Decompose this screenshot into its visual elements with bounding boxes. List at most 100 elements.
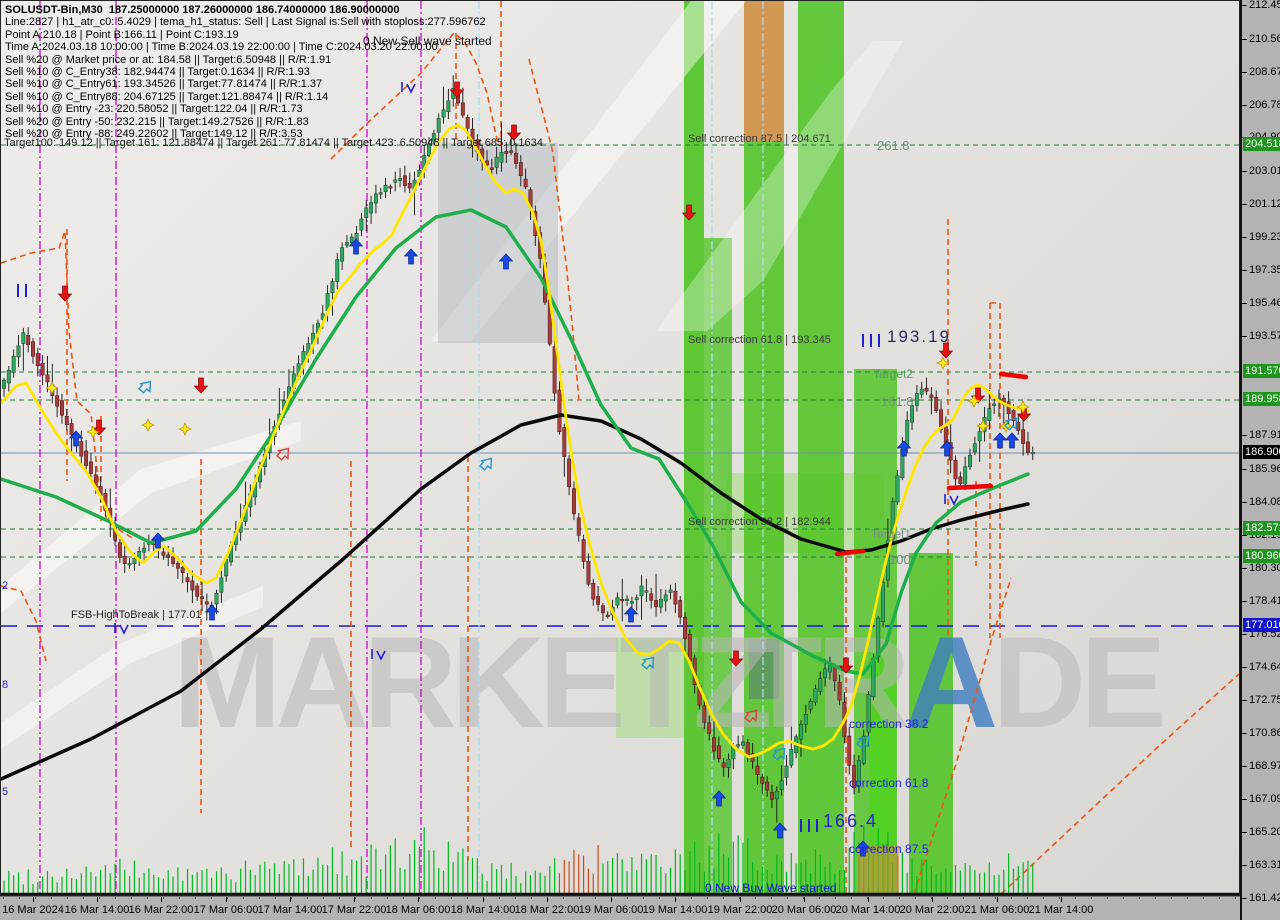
candle-body [861, 735, 866, 764]
candle-body [707, 722, 712, 734]
candle-body [644, 590, 649, 593]
mid-ma-line [1, 208, 1030, 676]
candle-body [803, 714, 808, 725]
candle-body [823, 668, 828, 679]
chart-label: correction 38.2 [849, 717, 929, 731]
candle-body [856, 759, 861, 786]
candle-body [446, 100, 451, 113]
chart-label: Sell correction 38.2 | 182.944 [688, 516, 831, 528]
sell-arrow-icon [728, 650, 744, 667]
buy-arrow-icon [348, 238, 364, 255]
price-tick-label: 161.428 [1249, 892, 1280, 904]
candle-body [808, 700, 813, 710]
candle-body [934, 396, 939, 412]
price-level-badge: 191.570 [1243, 364, 1280, 378]
pointer-arrow-icon [276, 447, 290, 461]
indicator-info-line: Sell %20 @ Market price or at: 184.58 ||… [5, 53, 332, 66]
candle-body [600, 605, 605, 614]
buy-arrow-icon [623, 606, 639, 623]
price-level-badge: 180.960 [1243, 549, 1280, 563]
time-tick-label: 19 Mar 06:00 [578, 904, 644, 916]
watermark-text: MARKETZ [173, 609, 769, 755]
candle-body [992, 403, 997, 406]
candle-body [465, 117, 470, 129]
candle-body [441, 109, 446, 118]
candle-body [6, 369, 11, 384]
candle-body [968, 454, 972, 468]
candle-body [69, 423, 74, 435]
candle-body [40, 362, 45, 376]
candle-body [958, 476, 963, 484]
logo-swoosh [431, 1, 746, 341]
candle-body [562, 427, 567, 457]
price-axis[interactable]: 212.452210.564208.676206.789204.901203.0… [1240, 0, 1280, 920]
sell-arrow-icon [193, 377, 209, 394]
buy-arrow-icon [1004, 432, 1020, 449]
price-tick-label: 184.080 [1249, 496, 1280, 508]
candle-body [639, 585, 644, 597]
candle-body [832, 666, 837, 682]
buy-arrow-icon [992, 432, 1008, 449]
price-tick-label: 163.316 [1249, 859, 1280, 871]
candle-body [31, 341, 35, 357]
candle-body [827, 665, 832, 673]
candle-body [760, 776, 765, 784]
candle-body [523, 178, 528, 188]
candle-body [683, 616, 687, 640]
candle-body [716, 745, 721, 760]
candle-body [21, 332, 26, 344]
chart-label: 2 [2, 580, 9, 592]
indicator-info-line: Line:2827 | h1_atr_c0: 5.4029 | tema_h1_… [5, 16, 486, 29]
candle-body [712, 737, 716, 752]
candle-body [185, 577, 190, 583]
candle-body [963, 466, 968, 485]
candle-body [161, 551, 166, 556]
signal-zone-band [744, 141, 784, 894]
stop-band-line [913, 577, 1012, 895]
candle-body [726, 759, 731, 769]
wave-v-marker [376, 650, 386, 661]
candle-body [460, 102, 465, 116]
price-level-badge: 177.010 [1243, 618, 1280, 632]
candle-body [127, 563, 132, 566]
indicator-info-line: Sell %20 @ Entry -88: 249.22602 || Targe… [5, 128, 303, 141]
candle-body [180, 567, 185, 574]
price-tick-label: 187.912 [1249, 429, 1280, 441]
candle-body [427, 143, 431, 156]
candle-body [813, 688, 818, 703]
candle-body [581, 539, 586, 562]
wave-v-marker [949, 495, 959, 506]
star-signal-icon [141, 418, 155, 432]
stop-band-line [1000, 673, 1239, 895]
time-tick-label: 18 Mar 06:00 [385, 904, 451, 916]
signal-zone-band [704, 238, 732, 894]
indicator-info-panel: SOLUSDT-Bin,M30 187.25000000 187.2600000… [5, 4, 486, 140]
time-tick-label: 19 Mar 22:00 [707, 904, 773, 916]
chart-canvas[interactable]: MARKETZ TRADE SOLUSDT-Bin,M30 187.2500000… [0, 0, 1240, 896]
watermark-text: TRADE [743, 609, 1162, 755]
slow-ma-line [1, 413, 1030, 781]
candle-body [596, 596, 601, 605]
candle-body [364, 207, 369, 219]
chart-label: Target1 [871, 527, 912, 541]
candle-body [388, 186, 393, 189]
candle-body [929, 394, 934, 399]
candle-body [987, 408, 992, 421]
candle-body [668, 589, 673, 593]
candle-body [60, 400, 64, 416]
chart-label: 5 [2, 786, 9, 798]
candle-body [745, 742, 750, 756]
candle-body [398, 178, 403, 181]
candle-body [615, 597, 620, 606]
star-signal-icon [45, 381, 59, 395]
price-level-badge: 182.571 [1243, 521, 1280, 535]
candle-body [175, 563, 180, 569]
time-axis[interactable]: 16 Mar 2024 16 Mar 14:00 16 Mar 22:00 17 Ma… [0, 896, 1240, 920]
buy-arrow-icon [150, 532, 166, 549]
candle-body [895, 475, 900, 503]
chart-label: Sell correction 61.8 | 193.345 [688, 334, 831, 346]
indicator-info-line: Sell %10 @ C_Entry38: 182.94474 || Targe… [5, 66, 310, 79]
star-signal-icon [936, 356, 950, 370]
candle-body [499, 152, 504, 163]
